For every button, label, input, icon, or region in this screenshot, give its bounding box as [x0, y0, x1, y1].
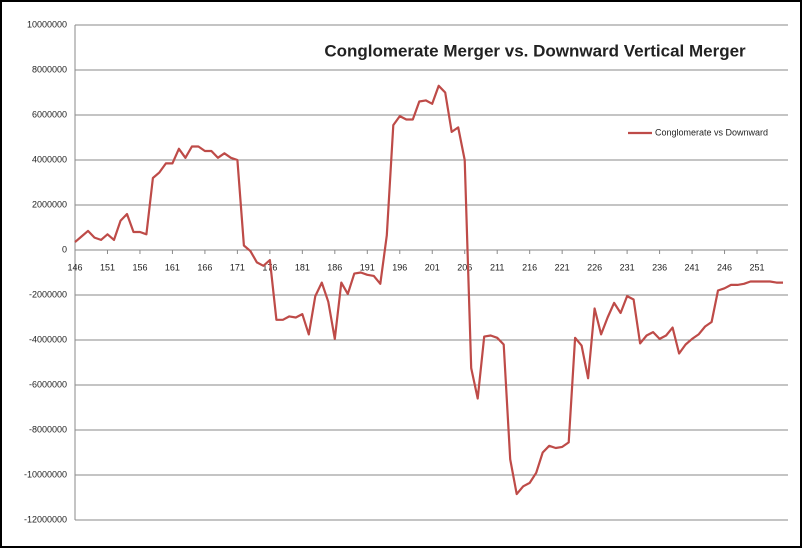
- x-tick-label: 231: [620, 262, 635, 272]
- y-tick-label: -12000000: [24, 514, 67, 524]
- x-tick-label: 226: [587, 262, 602, 272]
- line-series: [74, 84, 783, 496]
- y-tick-label: 2000000: [32, 199, 67, 209]
- x-tick-label: 196: [392, 262, 407, 272]
- x-tick-label: 201: [425, 262, 440, 272]
- x-tick-label: 206: [457, 262, 472, 272]
- y-tick-label: -10000000: [24, 469, 67, 479]
- x-tick-label: 241: [685, 262, 700, 272]
- y-tick-label: 0: [62, 244, 67, 254]
- y-tick-label: 6000000: [32, 109, 67, 119]
- y-tick-label: 4000000: [32, 154, 67, 164]
- x-tick-label: 161: [165, 262, 180, 272]
- x-tick-label: 221: [555, 262, 570, 272]
- chart-title: Conglomerate Merger vs. Downward Vertica…: [324, 41, 746, 60]
- x-tick-label: 171: [230, 262, 245, 272]
- y-tick-label: 10000000: [27, 19, 67, 29]
- x-tick-label: 181: [295, 262, 310, 272]
- x-tick-label: 191: [360, 262, 375, 272]
- x-tick-label: 186: [327, 262, 342, 272]
- y-tick-label: -4000000: [29, 334, 67, 344]
- x-tick-label: 166: [197, 262, 212, 272]
- y-tick-label: 8000000: [32, 64, 67, 74]
- legend-label: Conglomerate vs Downward: [655, 127, 768, 137]
- x-tick-label: 156: [132, 262, 147, 272]
- x-tick-label: 251: [750, 262, 765, 272]
- x-tick-label: 236: [652, 262, 667, 272]
- x-tick-label: 151: [100, 262, 115, 272]
- y-tick-label: -6000000: [29, 379, 67, 389]
- x-tick-label: 246: [717, 262, 732, 272]
- x-tick-label: 216: [522, 262, 537, 272]
- x-tick-label: 211: [490, 262, 504, 272]
- y-tick-label: -2000000: [29, 289, 67, 299]
- y-tick-label: -8000000: [29, 424, 67, 434]
- x-tick-label: 146: [67, 262, 82, 272]
